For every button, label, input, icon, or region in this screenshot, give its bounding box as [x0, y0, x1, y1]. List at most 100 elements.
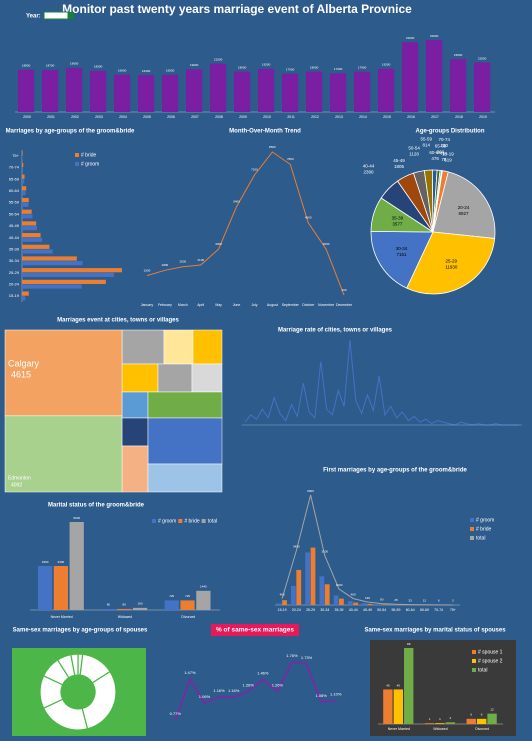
bar: [37, 566, 53, 610]
bar: [324, 584, 330, 605]
slice-value: 7151: [397, 252, 408, 257]
data-label: 1: [429, 717, 431, 721]
bar: [306, 71, 323, 112]
y-tick-label: 65-69: [9, 176, 20, 181]
bar: [487, 713, 497, 724]
slice-value: 2390: [363, 169, 374, 174]
bar: [22, 226, 37, 231]
data-label: 18300: [94, 65, 103, 69]
title-badge: [211, 624, 299, 636]
x-tick-label: 2010: [263, 115, 271, 119]
x-tick-label: Widowed: [118, 615, 132, 619]
bar: [186, 69, 203, 112]
x-tick-label: 2011: [287, 115, 295, 119]
x-tick-label: 50-54: [377, 608, 386, 612]
y-tick-label: 60-64: [9, 188, 20, 193]
legend-swatch: [75, 162, 79, 166]
slice-label: 65-69: [435, 144, 447, 149]
legend-swatch: [472, 659, 476, 663]
chart-title: Month-Over-Month Trend: [229, 129, 301, 135]
bar: [22, 190, 26, 196]
bar: [42, 69, 59, 112]
data-label: 19200: [382, 63, 391, 67]
x-tick-label: Never Married: [388, 727, 410, 731]
x-tick-label: January: [141, 303, 154, 307]
bar: [291, 585, 296, 605]
chart-title: Age-groups Distribution: [416, 129, 485, 135]
bar: [22, 237, 43, 242]
y-tick-label: 35-39: [9, 246, 20, 251]
bar: [162, 74, 179, 112]
legend-label: # spouse 2: [478, 658, 503, 664]
bar: [117, 608, 132, 610]
x-tick-label: 55-59: [391, 608, 400, 612]
slice-value: 11930: [445, 265, 458, 270]
slice-value: 1128: [409, 151, 419, 156]
data-label: 400: [351, 592, 356, 596]
legend-swatch: [178, 519, 183, 523]
bar: [132, 607, 148, 610]
data-label: 32000: [430, 34, 439, 38]
bar: [402, 42, 419, 112]
data-label: 3: [452, 599, 454, 603]
x-tick-label: April: [197, 303, 204, 307]
bar: [22, 233, 41, 238]
bar: [196, 590, 211, 610]
chart-title: Marital status of the groom&bride: [48, 503, 145, 509]
bar: [22, 151, 23, 156]
bar: [330, 73, 347, 112]
data-label: 160: [138, 602, 143, 606]
data-label: 1: [439, 717, 441, 721]
bar: [22, 284, 82, 289]
slice-value: 3577: [392, 221, 403, 226]
bar: [22, 272, 114, 277]
year-filter[interactable]: [43, 11, 69, 20]
slice-label: 60-64: [429, 150, 441, 155]
bar: [22, 179, 25, 184]
data-label: 1000: [336, 583, 343, 587]
chart-title: First marriages by age-groups of the gro…: [323, 468, 467, 474]
legend-label: total: [208, 518, 217, 524]
x-tick-label: Never Married: [51, 615, 73, 619]
data-label: 6600: [73, 516, 80, 520]
data-label: 1800: [162, 263, 169, 267]
bar: [138, 75, 155, 112]
chart-title: Same-sex marriages by age-groups of spou…: [13, 628, 148, 634]
bar: [22, 202, 29, 207]
legend-swatch: [470, 536, 474, 540]
chart-title: Marriages event at cities, towns or vill…: [57, 318, 179, 324]
bar: [258, 68, 275, 112]
year-filter-button[interactable]: [68, 12, 74, 19]
data-label: 2100: [197, 258, 204, 262]
slice-value: 476: [431, 156, 439, 161]
x-tick-label: 2009: [239, 115, 247, 119]
data-label: 6900: [307, 489, 314, 493]
slice-label: 55-59: [421, 136, 433, 141]
y-tick-label: 55-59: [9, 200, 20, 205]
data-label: 3000: [323, 242, 330, 246]
data-label: 1.16%: [213, 688, 225, 693]
slice-label: 40-44: [363, 163, 375, 168]
y-tick-label: 15-19: [9, 293, 20, 298]
data-label: 17000: [286, 68, 295, 72]
data-label: 1.47%: [184, 670, 196, 675]
bar: [234, 71, 251, 112]
data-label: 23: [409, 598, 413, 602]
data-label: 8500: [269, 145, 276, 149]
data-label: 21500: [214, 57, 223, 61]
x-tick-label: 2002: [71, 115, 79, 119]
pie-slice: [370, 231, 434, 289]
data-label: 3000: [215, 242, 222, 246]
x-tick-label: 2019: [479, 115, 487, 119]
slice-label: 15-19: [442, 152, 454, 157]
bar: [404, 648, 414, 724]
chart-title: Marriages by age-groups of the groom&bri…: [6, 129, 135, 135]
data-label: 1.08%: [315, 693, 327, 698]
data-label: 16600: [118, 68, 127, 72]
bar: [164, 600, 179, 610]
bar: [339, 598, 344, 605]
slice-label: 45-49: [393, 158, 405, 163]
bar: [180, 600, 195, 610]
data-label: 40: [386, 683, 390, 687]
data-label: 1500: [144, 268, 151, 272]
